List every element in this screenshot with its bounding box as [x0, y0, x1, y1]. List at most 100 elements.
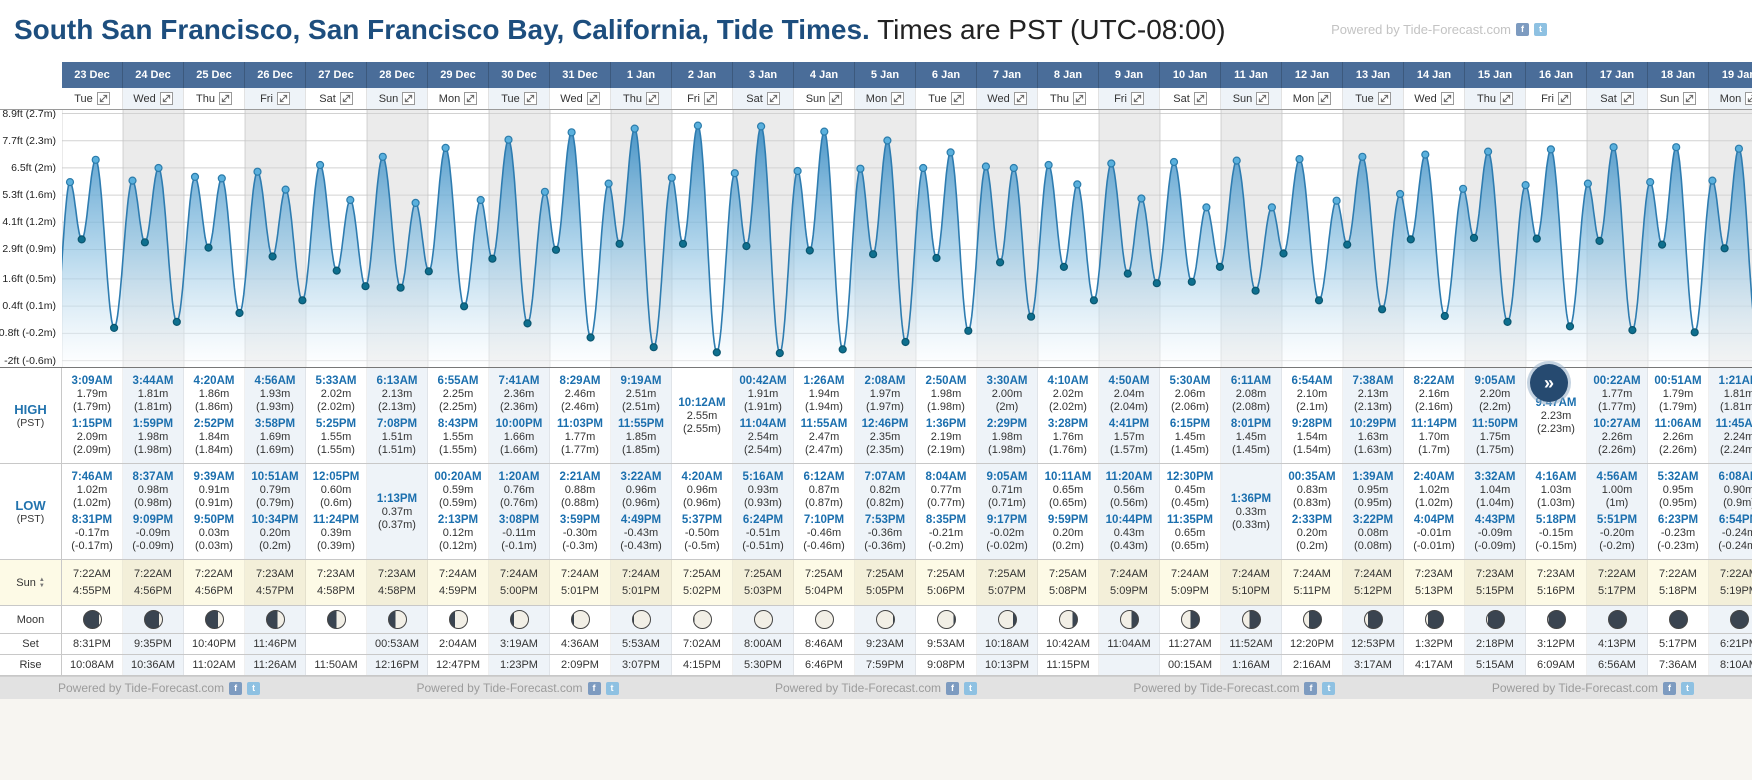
- tide-height: 1.55m: [442, 431, 474, 444]
- weekday-cell: Thu: [184, 88, 245, 109]
- expand-day-icon[interactable]: [159, 92, 173, 105]
- expand-day-icon[interactable]: [891, 92, 905, 105]
- facebook-icon[interactable]: f: [946, 681, 960, 695]
- twitter-icon[interactable]: t: [605, 681, 619, 695]
- powered-by-link[interactable]: Powered by Tide-Forecast.com f t: [1133, 681, 1336, 695]
- sun-cell: 7:24AM 4:59PM: [428, 560, 489, 605]
- low-tide-entry: 1:13PM 0.37m (0.37m): [377, 492, 417, 532]
- expand-day-icon[interactable]: [1377, 92, 1391, 105]
- tide-time: 7:38AM: [1352, 374, 1394, 387]
- tide-time: 4:56AM: [254, 374, 296, 387]
- expand-day-icon[interactable]: [1557, 92, 1571, 105]
- low-tide-entry: 5:32AM 0.95m (0.95m): [1658, 470, 1699, 510]
- twitter-icon[interactable]: t: [247, 681, 261, 695]
- powered-by-link[interactable]: Powered by Tide-Forecast.com f t: [774, 681, 978, 695]
- weekday-label: Tue: [501, 92, 520, 105]
- tide-height: 2.54m: [747, 431, 779, 444]
- tide-height-alt: (2.1m): [1296, 400, 1328, 413]
- sunset-time: 5:06PM: [927, 584, 965, 597]
- tide-time: 7:08PM: [376, 418, 418, 431]
- powered-by-link[interactable]: Powered by Tide-Forecast.com f t: [416, 681, 619, 695]
- high-tide-entry: 4:56AM 1.93m (1.93m): [255, 374, 296, 414]
- expand-day-icon[interactable]: [96, 92, 110, 105]
- expand-day-icon[interactable]: [1013, 92, 1027, 105]
- sun-cell: 7:24AM 5:09PM: [1099, 560, 1160, 605]
- y-axis: 8.9ft (2.7m) 7.7ft (2.3m) 6.5ft (2m) 5.3ft …: [0, 110, 62, 367]
- twitter-icon[interactable]: t: [964, 681, 978, 695]
- weekday-label: Fri: [687, 92, 700, 105]
- expand-day-icon[interactable]: [464, 92, 478, 105]
- high-tide-entry: 4:50AM 2.04m (2.04m): [1109, 374, 1150, 414]
- expand-day-icon[interactable]: [586, 92, 600, 105]
- low-tide-entry: 8:35PM -0.21m (-0.2m): [926, 513, 966, 553]
- twitter-icon[interactable]: t: [1322, 681, 1336, 695]
- expand-day-icon[interactable]: [402, 92, 416, 105]
- tide-height: 0.43m: [1113, 527, 1145, 540]
- tide-height-alt: (0.2m): [1296, 540, 1328, 553]
- tide-time: 3:28PM: [1047, 418, 1089, 431]
- expand-day-icon[interactable]: [1318, 92, 1332, 105]
- powered-by-link[interactable]: Powered by Tide-Forecast.com f t: [1492, 681, 1694, 695]
- expand-day-icon[interactable]: [1745, 92, 1752, 105]
- expand-day-icon[interactable]: [1499, 92, 1513, 105]
- tide-height: 2.08m: [1235, 387, 1267, 400]
- date-header-cell: 11 Jan: [1221, 62, 1282, 88]
- date-header-cell: 28 Dec: [367, 62, 428, 88]
- facebook-icon[interactable]: f: [1662, 681, 1676, 695]
- y-axis-label: 4.1ft (1.2m): [2, 216, 56, 229]
- expand-day-icon[interactable]: [1440, 92, 1454, 105]
- expand-day-icon[interactable]: [1193, 92, 1207, 105]
- low-tide-entry: 7:53PM -0.36m (-0.36m): [864, 513, 906, 553]
- tide-height: 0.20m: [259, 527, 291, 540]
- sunset-time: 5:00PM: [500, 584, 538, 597]
- expand-day-icon[interactable]: [1072, 92, 1086, 105]
- facebook-icon[interactable]: f: [1304, 681, 1318, 695]
- low-tide-cell: 2:21AM 0.88m (0.88m) 3:59PM -0.30m (-0.3m): [550, 464, 611, 559]
- tide-height: 0.65m: [1052, 483, 1084, 496]
- low-label: LOW: [15, 497, 46, 513]
- sunrise-time: 7:23AM: [1415, 567, 1453, 580]
- timezone-note: Times are PST (UTC-08:00): [869, 14, 1226, 45]
- expand-day-icon[interactable]: [339, 92, 353, 105]
- moonset-cell: 9:53AM: [916, 634, 977, 654]
- moonset-cell: 12:53PM: [1343, 634, 1404, 654]
- expand-day-icon[interactable]: [950, 92, 964, 105]
- high-tide-cell: 5:33AM 2.02m (2.02m) 5:25PM 1.55m (1.55m): [306, 368, 367, 463]
- expand-day-icon[interactable]: [766, 92, 780, 105]
- high-tide-entry: 4:41PM 1.57m (1.57m): [1109, 417, 1149, 457]
- tide-time: 10:34PM: [251, 514, 299, 527]
- facebook-icon[interactable]: f: [1516, 23, 1529, 36]
- expand-day-icon[interactable]: [645, 92, 659, 105]
- powered-by-text: Powered by Tide-Forecast.com: [774, 681, 942, 695]
- expand-day-icon[interactable]: [829, 92, 843, 105]
- expand-day-icon[interactable]: [1620, 92, 1634, 105]
- tide-height-alt: (-0.01m): [1413, 540, 1455, 553]
- tide-time: 1:13PM: [376, 492, 418, 505]
- date-header-cell: 27 Dec: [306, 62, 367, 88]
- weekday-cell: Wed: [123, 88, 184, 109]
- facebook-icon[interactable]: f: [587, 681, 601, 695]
- tide-time: 4:41PM: [1108, 418, 1150, 431]
- twitter-icon[interactable]: t: [1534, 23, 1547, 36]
- y-axis-label: 7.7ft (2.3m): [2, 134, 56, 147]
- expand-day-icon[interactable]: [276, 92, 290, 105]
- facebook-icon[interactable]: f: [229, 681, 243, 695]
- expand-day-icon[interactable]: [1683, 92, 1697, 105]
- expand-day-icon[interactable]: [703, 92, 717, 105]
- tide-height-alt: (2m): [995, 400, 1019, 413]
- tide-time: 6:12AM: [803, 470, 845, 483]
- sun-row: Sun ▲ ▼ 7:22AM 4:55PM 7:22AM 4:56PM 7:22AM 4:5…: [0, 560, 1752, 606]
- powered-by-link[interactable]: Powered by Tide-Forecast.com f t: [58, 681, 261, 695]
- tide-time: 8:35PM: [925, 514, 967, 527]
- high-tide-cell: 8:22AM 2.16m (2.16m) 11:14PM 1.70m (1.7m): [1404, 368, 1465, 463]
- high-tide-entry: 4:20AM 1.86m (1.86m): [194, 374, 235, 414]
- expand-day-icon[interactable]: [218, 92, 232, 105]
- sunrise-time: 7:24AM: [561, 567, 599, 580]
- moonset-cell: 7:02AM: [672, 634, 733, 654]
- expand-day-icon[interactable]: [1130, 92, 1144, 105]
- expand-day-icon[interactable]: [523, 92, 537, 105]
- scroll-right-button[interactable]: »: [1530, 364, 1568, 402]
- low-tide-entry: 9:17PM -0.02m (-0.02m): [986, 513, 1028, 553]
- expand-day-icon[interactable]: [1256, 92, 1270, 105]
- twitter-icon[interactable]: t: [1680, 681, 1694, 695]
